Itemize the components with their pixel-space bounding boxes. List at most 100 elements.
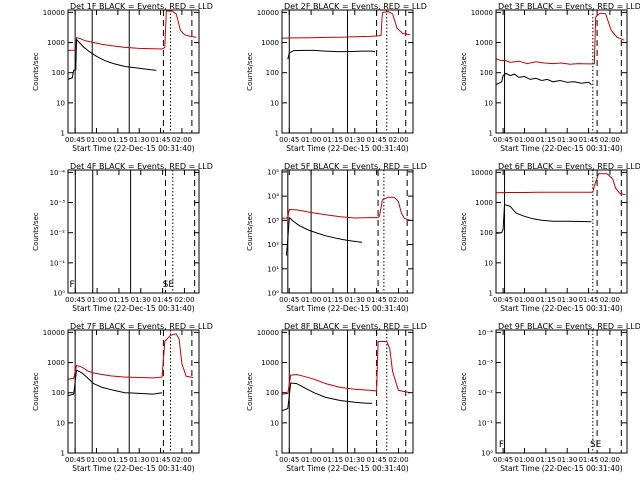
y-tick-label: 10⁰ — [53, 290, 65, 298]
y-axis-label: Counts/sec — [246, 212, 254, 251]
x-tick-label: 00:45 — [493, 456, 513, 464]
x-axis-label: Start Time (22-Dec-15 00:31:40) — [500, 464, 622, 473]
y-tick-label: 10⁻² — [50, 229, 66, 237]
events-series-line — [67, 38, 157, 80]
x-tick-label: 02:00 — [600, 296, 620, 304]
x-tick-label: 00:45 — [493, 136, 513, 144]
x-tick-label: 01:45 — [578, 456, 598, 464]
x-tick-label: 01:45 — [150, 456, 170, 464]
x-tick-label: 01:45 — [367, 136, 387, 144]
y-tick-label: 1000 — [261, 39, 279, 47]
y-tick-label: 10000 — [471, 169, 493, 177]
y-axis-label: Counts/sec — [32, 52, 40, 91]
x-tick-label: 01:45 — [367, 296, 387, 304]
events-series-line — [285, 216, 363, 256]
x-tick-label: 02:00 — [388, 296, 408, 304]
y-tick-label: 1 — [61, 130, 65, 138]
events-series-line — [287, 49, 376, 60]
x-tick-label: 02:00 — [388, 136, 408, 144]
y-axis-label: Counts/sec — [32, 212, 40, 251]
plot-frame — [281, 329, 414, 454]
x-axis-label: Start Time (22-Dec-15 00:31:40) — [72, 464, 194, 473]
y-tick-label: 10³ — [267, 217, 279, 225]
y-tick-label: 10⁻⁴ — [50, 169, 66, 177]
y-tick-label: 10000 — [257, 9, 279, 17]
y-tick-label: 10⁻² — [478, 389, 494, 397]
y-tick-label: 100 — [480, 69, 493, 77]
plot-title: Det 7F BLACK = Events, RED = LLD — [70, 322, 213, 331]
y-axis-label: Counts/sec — [32, 372, 40, 411]
y-axis-label: Counts/sec — [246, 372, 254, 411]
detector-plot-2: Det 2F BLACK = Events, RED = LLD 1 10 100 10… — [246, 2, 427, 153]
detector-plot-4: Det 4F BLACK = Events, RED = LLD F SE 10⁰ 10… — [32, 162, 213, 313]
y-tick-label: 1000 — [475, 39, 493, 47]
y-tick-label: 100 — [52, 69, 65, 77]
x-tick-label: 01:00 — [86, 136, 106, 144]
detector-plot-9: Det 9F BLACK = Events, RED = LLD F SE 10⁰ 10… — [460, 322, 640, 473]
plot-frame — [495, 169, 628, 294]
y-tick-label: 10 — [270, 419, 279, 427]
x-tick-label: 02:00 — [172, 456, 192, 464]
lld-series-line — [281, 11, 411, 39]
flag-label: SE — [590, 440, 602, 450]
x-tick-label: 01:00 — [301, 296, 321, 304]
y-tick-label: 10⁻³ — [50, 199, 66, 207]
x-tick-label: 01:30 — [345, 456, 365, 464]
flag-label: SE — [163, 280, 175, 290]
x-tick-label: 01:00 — [301, 136, 321, 144]
y-tick-label: 10 — [270, 99, 279, 107]
x-tick-label: 00:45 — [279, 136, 299, 144]
y-tick-label: 1000 — [47, 359, 65, 367]
x-tick-label: 01:45 — [153, 296, 173, 304]
plot-title: Det 8F BLACK = Events, RED = LLD — [284, 322, 427, 331]
y-tick-label: 10² — [267, 241, 279, 249]
x-tick-label: 01:45 — [578, 136, 598, 144]
x-tick-label: 00:45 — [279, 296, 299, 304]
y-axis-label: Counts/sec — [246, 52, 254, 91]
x-tick-label: 01:30 — [345, 136, 365, 144]
x-tick-label: 01:30 — [129, 456, 149, 464]
x-tick-label: 01:00 — [87, 296, 107, 304]
y-tick-label: 10 — [56, 99, 65, 107]
x-axis-label: Start Time (22-Dec-15 00:31:40) — [72, 304, 194, 313]
y-tick-label: 10⁻¹ — [50, 259, 66, 267]
y-tick-label: 1 — [61, 450, 65, 458]
x-axis-label: Start Time (22-Dec-15 00:31:40) — [286, 304, 408, 313]
y-tick-label: 10000 — [43, 9, 65, 17]
detector-plot-5: Det 5F BLACK = Events, RED = LLD 10⁰ 10¹ 10… — [246, 162, 427, 313]
x-tick-label: 01:30 — [557, 136, 577, 144]
detector-plot-8: Det 8F BLACK = Events, RED = LLD 1 10 100 10… — [246, 322, 427, 473]
y-tick-label: 10000 — [471, 9, 493, 17]
x-tick-label: 00:45 — [65, 296, 85, 304]
x-tick-label: 01:15 — [108, 456, 128, 464]
lld-series-line — [281, 196, 411, 221]
y-axis-label: Counts/sec — [460, 372, 468, 411]
detector-plot-7: Det 7F BLACK = Events, RED = LLD 1 10 100 10… — [32, 322, 213, 473]
plot-frame — [67, 329, 200, 454]
y-tick-label: 1 — [489, 290, 493, 298]
x-axis-label: Start Time (22-Dec-15 00:31:40) — [286, 144, 408, 153]
detector-plot-1: Det 1F BLACK = Events, RED = LLD 1 10 100 10… — [32, 2, 213, 153]
x-axis-label: Start Time (22-Dec-15 00:31:40) — [72, 144, 194, 153]
y-tick-label: 10⁰ — [481, 450, 493, 458]
y-tick-label: 10¹ — [267, 265, 279, 273]
y-tick-label: 100 — [52, 389, 65, 397]
plot-frame — [67, 9, 200, 134]
x-tick-label: 02:00 — [388, 456, 408, 464]
plot-title: Det 4F BLACK = Events, RED = LLD — [70, 162, 213, 171]
x-tick-label: 02:00 — [172, 136, 192, 144]
x-tick-label: 01:00 — [301, 456, 321, 464]
x-tick-label: 01:15 — [109, 296, 129, 304]
y-tick-label: 1000 — [475, 199, 493, 207]
x-tick-label: 01:30 — [345, 296, 365, 304]
x-axis-label: Start Time (22-Dec-15 00:31:40) — [286, 464, 408, 473]
x-tick-label: 01:15 — [536, 296, 556, 304]
x-tick-label: 01:30 — [557, 296, 577, 304]
y-tick-label: 1000 — [47, 39, 65, 47]
y-tick-label: 1 — [489, 130, 493, 138]
y-tick-label: 1 — [275, 130, 279, 138]
plot-frame — [67, 169, 200, 294]
x-tick-label: 01:30 — [129, 136, 149, 144]
